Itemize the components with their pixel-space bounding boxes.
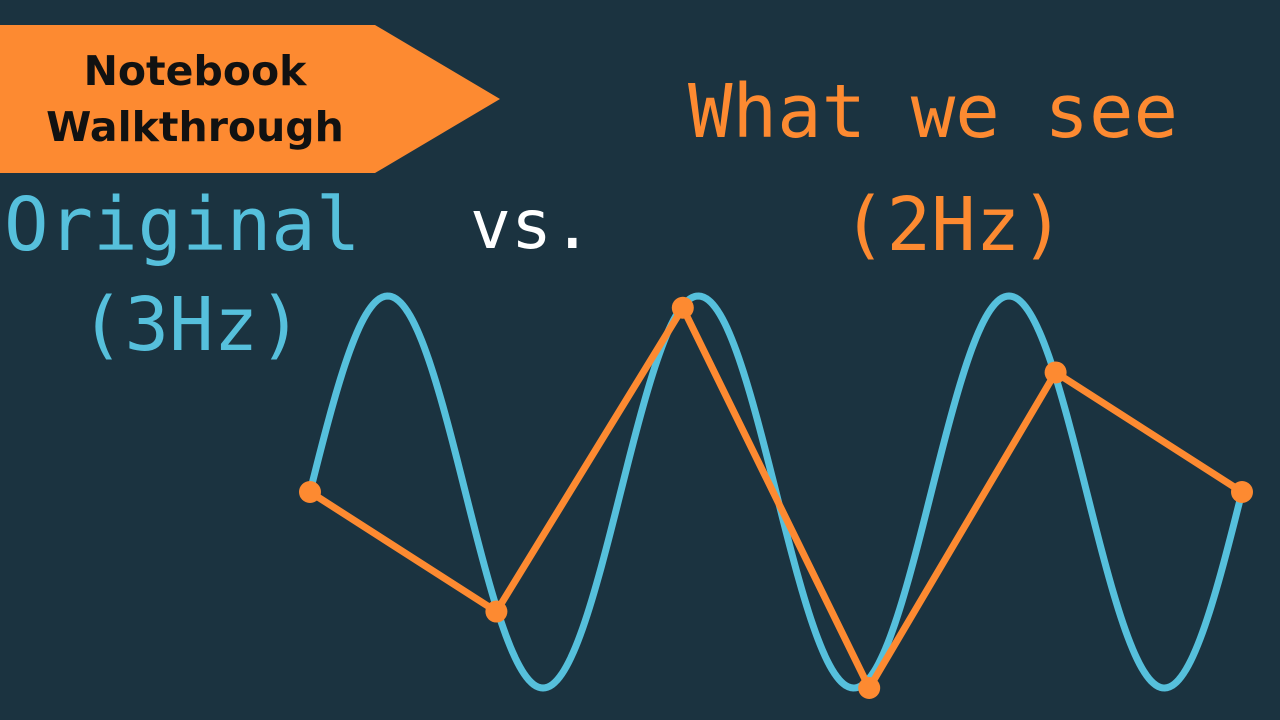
- sample-points: [299, 296, 1253, 699]
- original-frequency-label: (3Hz): [80, 282, 303, 368]
- banner-line-walkthrough: Walkthrough: [46, 103, 344, 151]
- sample-point: [858, 677, 881, 699]
- what-we-see-title: What we see: [688, 69, 1179, 155]
- sample-point: [1231, 481, 1253, 503]
- vs-label: vs.: [470, 186, 593, 265]
- banner-line-notebook: Notebook: [83, 47, 307, 95]
- sample-point: [671, 296, 694, 319]
- what-we-see-frequency-label: (2Hz): [842, 182, 1065, 268]
- original-title: Original: [4, 182, 361, 268]
- banner-label: Notebook Walkthrough: [0, 25, 390, 173]
- notebook-walkthrough-banner: Notebook Walkthrough: [0, 25, 500, 173]
- sample-point: [485, 600, 508, 623]
- sample-point: [1044, 361, 1067, 384]
- sampled-alias-line: [306, 304, 1246, 692]
- banner-arrow-shape: [0, 25, 500, 173]
- sample-point: [299, 481, 321, 503]
